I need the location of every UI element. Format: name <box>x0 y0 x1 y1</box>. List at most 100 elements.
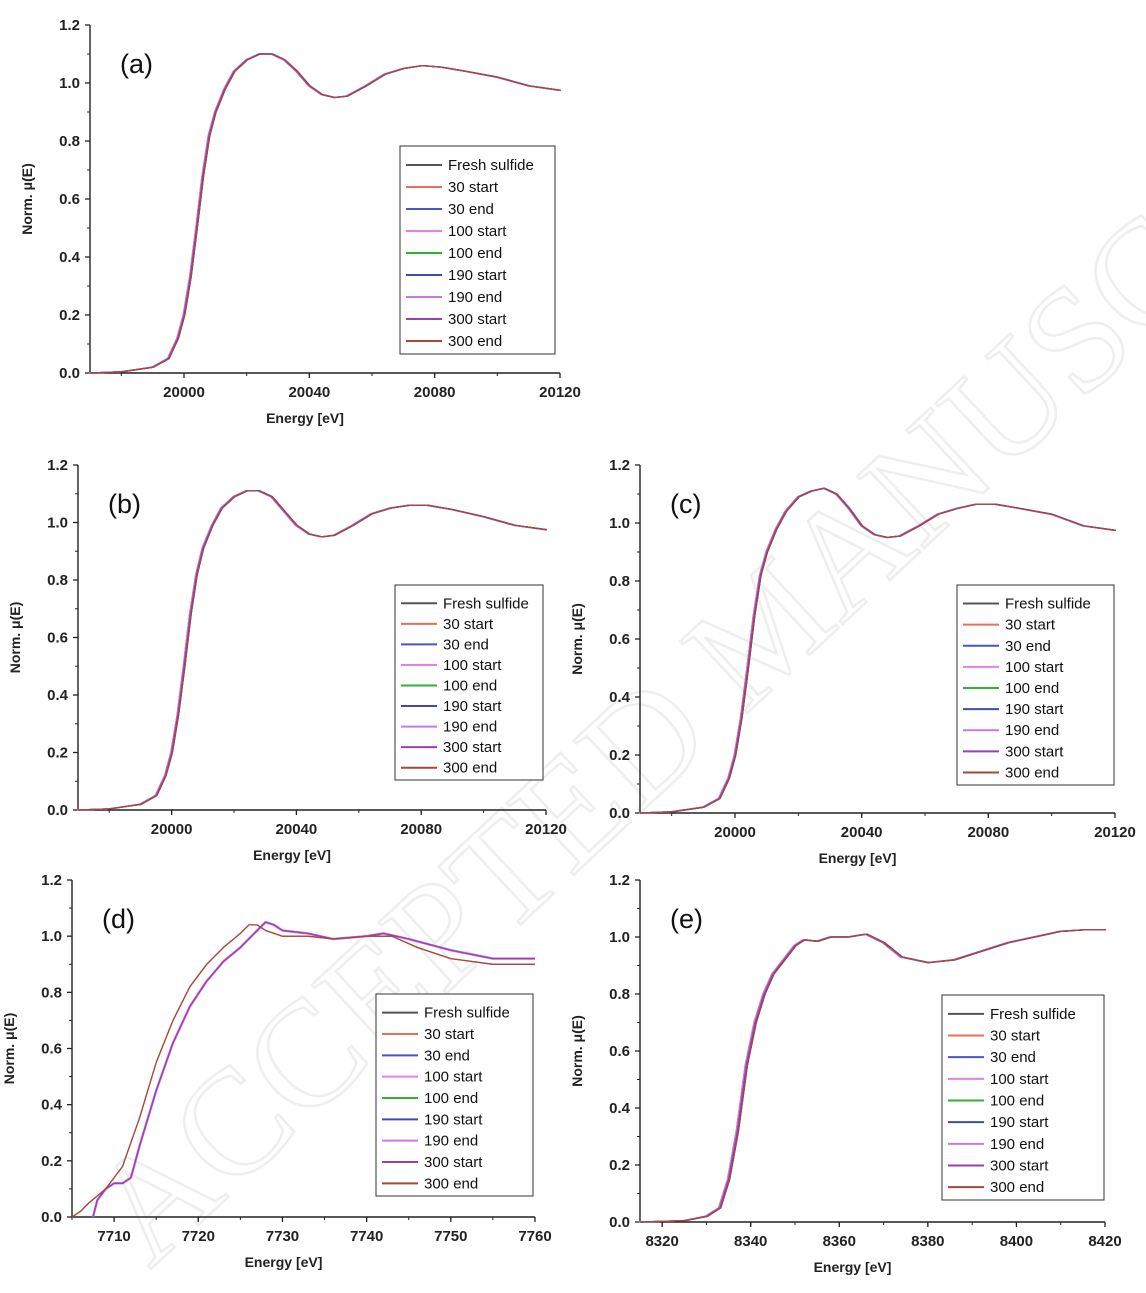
legend-entry: 30 end <box>448 201 494 218</box>
y-tick-label: 0.4 <box>47 687 69 704</box>
legend: Fresh sulfide 30 start 30 end 100 start 100 … <box>956 584 1115 786</box>
x-tick-label: 8380 <box>911 1233 944 1250</box>
y-tick-label: 1.0 <box>609 515 630 532</box>
legend-entry: Fresh sulfide <box>443 595 529 612</box>
x-tick-label: 8360 <box>823 1233 856 1250</box>
legend-entry: Fresh sulfide <box>1005 596 1091 613</box>
x-tick-label: 7740 <box>350 1228 383 1245</box>
y-tick-label: 1.0 <box>59 75 80 92</box>
x-tick-label: 20080 <box>400 821 442 838</box>
panel-label: (d) <box>102 904 135 934</box>
y-tick-label: 0.4 <box>609 1100 631 1117</box>
legend-entry: 190 end <box>424 1133 478 1150</box>
x-tick-label: 20000 <box>163 384 205 401</box>
legend-entry: Fresh sulfide <box>424 1005 510 1022</box>
legend-entry: 30 start <box>424 1026 475 1043</box>
y-tick-label: 0.6 <box>59 191 80 208</box>
legend-entry: 100 end <box>448 245 502 262</box>
y-tick-label: 0.8 <box>47 572 68 589</box>
x-tick-label: 20080 <box>967 824 1009 841</box>
series-line <box>78 490 547 811</box>
y-tick-label: 1.0 <box>609 929 630 946</box>
legend-entry: Fresh sulfide <box>448 157 534 174</box>
y-tick-label: 0.4 <box>609 689 631 706</box>
y-tick-label: 1.2 <box>59 17 80 34</box>
x-tick-label: 7720 <box>182 1228 215 1245</box>
legend-entry: 300 start <box>448 311 507 328</box>
legend-entry: 100 start <box>443 657 502 674</box>
y-tick-label: 0.0 <box>41 1209 62 1226</box>
legend-entry: 100 start <box>424 1069 483 1086</box>
y-axis-label: Norm. μ(E) <box>569 1015 585 1087</box>
x-tick-label: 7710 <box>97 1228 130 1245</box>
y-tick-label: 0.4 <box>59 249 81 266</box>
x-tick-label: 7730 <box>266 1228 299 1245</box>
x-tick-label: 20120 <box>1094 824 1136 841</box>
series-line <box>71 924 535 1218</box>
legend-entry: 300 end <box>1005 764 1059 781</box>
x-tick-label: 20000 <box>151 821 193 838</box>
series-line <box>90 53 561 374</box>
y-tick-label: 1.2 <box>609 457 630 474</box>
legend-entry: 100 end <box>443 678 497 695</box>
legend-entry: 300 start <box>1005 743 1064 760</box>
legend-entry: 300 end <box>990 1179 1044 1196</box>
legend-entry: 190 end <box>443 719 497 736</box>
panel-c: 0.0 0.2 0.4 0.6 0.8 1.0 1.2 20000 20040 20080 2012… <box>569 457 1136 866</box>
x-tick-label: 20040 <box>288 384 330 401</box>
x-axis-label: Energy [eV] <box>253 847 331 863</box>
legend-entry: 300 end <box>448 333 502 350</box>
legend-entry: 190 start <box>443 698 502 715</box>
x-tick-label: 8420 <box>1088 1233 1121 1250</box>
panel-label: (c) <box>670 489 701 519</box>
legend-entry: 30 end <box>1005 638 1051 655</box>
x-tick-label: 7750 <box>434 1228 467 1245</box>
legend-entry: 190 start <box>424 1111 483 1128</box>
y-tick-label: 0.2 <box>609 747 630 764</box>
legend: Fresh sulfide 30 start 30 end 100 start 100 … <box>399 145 556 355</box>
y-axis-label: Norm. μ(E) <box>19 163 35 235</box>
y-tick-label: 0.6 <box>47 630 68 647</box>
legend-entry: 100 start <box>990 1071 1049 1088</box>
x-tick-label: 20000 <box>714 824 756 841</box>
y-tick-label: 0.0 <box>609 1214 630 1231</box>
y-tick-label: 0.8 <box>41 984 62 1001</box>
legend-entry: 300 end <box>443 760 497 777</box>
y-tick-label: 0.2 <box>59 307 80 324</box>
legend-entry: 300 start <box>990 1158 1049 1175</box>
y-tick-label: 0.2 <box>47 745 68 762</box>
x-axis-label: Energy [eV] <box>814 1259 892 1275</box>
legend-entry: 30 start <box>990 1028 1041 1045</box>
legend-entry: 30 end <box>443 636 489 653</box>
y-tick-label: 1.2 <box>609 872 630 889</box>
x-axis-label: Energy [eV] <box>245 1254 323 1270</box>
y-axis-label: Norm. μ(E) <box>7 602 23 674</box>
x-axis-label: Energy [eV] <box>819 850 897 866</box>
legend-entry: 190 end <box>990 1136 1044 1153</box>
y-tick-label: 0.2 <box>41 1153 62 1170</box>
panel-label: (a) <box>120 49 153 79</box>
legend: Fresh sulfide 30 start 30 end 100 start 100 … <box>375 993 534 1197</box>
y-tick-label: 1.0 <box>47 515 68 532</box>
panel-label: (e) <box>670 904 703 934</box>
legend-entry: 30 end <box>424 1047 470 1064</box>
panel-label: (b) <box>108 489 141 519</box>
legend-entry: 190 end <box>1005 722 1059 739</box>
legend-entry: 100 end <box>990 1093 1044 1110</box>
legend-entry: 30 start <box>448 179 499 196</box>
legend-entry: 300 start <box>424 1154 483 1171</box>
x-tick-label: 20120 <box>525 821 567 838</box>
legend-box <box>956 584 1115 786</box>
legend-entry: 30 start <box>1005 617 1056 634</box>
legend-entry: Fresh sulfide <box>990 1006 1076 1023</box>
legend-entry: 100 end <box>1005 680 1059 697</box>
panel-e: 0.0 0.2 0.4 0.6 0.8 1.0 1.2 8320 8340 8360 8380 840… <box>569 872 1122 1275</box>
series-line <box>640 487 1116 814</box>
y-tick-label: 1.2 <box>41 872 62 889</box>
legend-entry: 300 end <box>424 1175 478 1192</box>
legend-entry: 30 end <box>990 1049 1036 1066</box>
x-tick-label: 7760 <box>518 1228 551 1245</box>
legend-entry: 100 start <box>448 223 507 240</box>
y-tick-label: 0.2 <box>609 1157 630 1174</box>
